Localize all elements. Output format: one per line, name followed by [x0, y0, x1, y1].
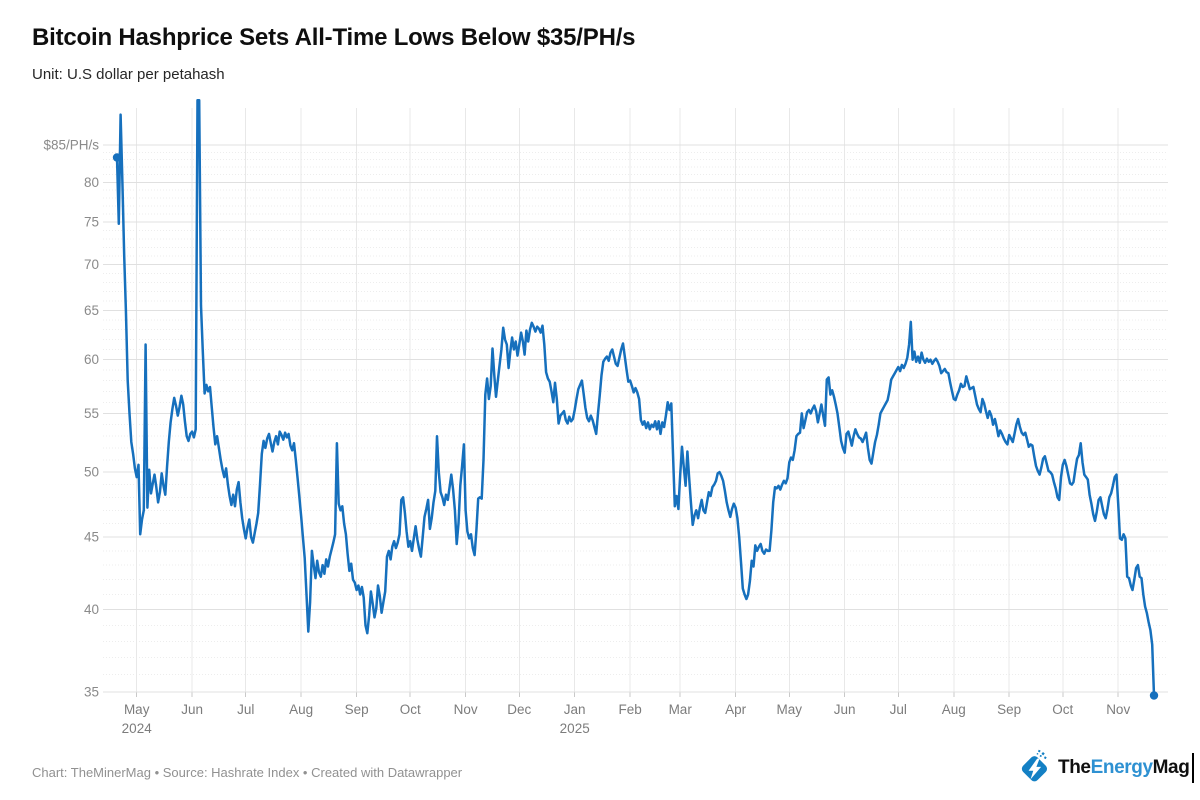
- x-month-label: Apr: [725, 702, 747, 717]
- x-month-label: Nov: [454, 702, 478, 717]
- x-month-label: Jun: [834, 702, 856, 717]
- x-year-label: 2025: [560, 721, 590, 736]
- series-start-dot: [112, 153, 122, 162]
- x-month-label: Dec: [507, 702, 531, 717]
- x-month-label: Jul: [237, 702, 254, 717]
- logo-word-the: The: [1058, 757, 1091, 778]
- energymag-logo: TheEnergyMag: [1018, 739, 1194, 797]
- y-tick-label: 35: [84, 685, 99, 700]
- logo-word-mag: Mag: [1152, 757, 1190, 778]
- lightning-bolt-icon: [1021, 749, 1048, 782]
- chart-subtitle: Unit: U.S dollar per petahash: [32, 66, 225, 83]
- x-month-label: Sep: [997, 702, 1021, 717]
- series: [112, 98, 1159, 700]
- x-month-label: Feb: [618, 702, 641, 717]
- y-tick-label: 75: [84, 215, 99, 230]
- x-month-label: Aug: [289, 702, 313, 717]
- x-month-label: Nov: [1106, 702, 1130, 717]
- x-month-label: May: [777, 702, 803, 717]
- y-tick-label: 70: [84, 257, 99, 272]
- x-month-label: Aug: [942, 702, 966, 717]
- y-tick-label: 55: [84, 406, 99, 421]
- x-month-label: Mar: [669, 702, 693, 717]
- x-month-label: May: [124, 702, 150, 717]
- x-month-label: Jan: [564, 702, 586, 717]
- chart-footer: Chart: TheMinerMag • Source: Hashrate In…: [32, 765, 463, 780]
- series-end-dot: [1149, 691, 1159, 700]
- gridlines: [103, 108, 1168, 697]
- y-tick-label: 45: [84, 530, 99, 545]
- chart-title: Bitcoin Hashprice Sets All-Time Lows Bel…: [32, 24, 636, 51]
- x-month-label: Oct: [400, 702, 421, 717]
- y-tick-label: $85/PH/s: [43, 138, 99, 153]
- y-tick-label: 60: [84, 352, 99, 367]
- logo-word-energy: Energy: [1090, 757, 1153, 778]
- axis-labels: $85/PH/s 80 75 70 65 60 55 50 45 40 35 May 2024 Jun Ju…: [43, 138, 1130, 737]
- x-month-label: Sep: [345, 702, 369, 717]
- hashprice-line: [115, 98, 1156, 697]
- x-month-label: Jun: [181, 702, 203, 717]
- x-month-label: Oct: [1052, 702, 1073, 717]
- y-tick-label: 80: [84, 175, 99, 190]
- x-year-label: 2024: [122, 721, 153, 736]
- y-tick-label: 65: [84, 303, 99, 318]
- x-month-label: Jul: [890, 702, 907, 717]
- energymag-logo-text: TheEnergyMag: [1058, 757, 1190, 779]
- logo-cursor-bar: [1192, 753, 1194, 783]
- y-tick-label: 50: [84, 465, 99, 480]
- y-tick-label: 40: [84, 602, 99, 617]
